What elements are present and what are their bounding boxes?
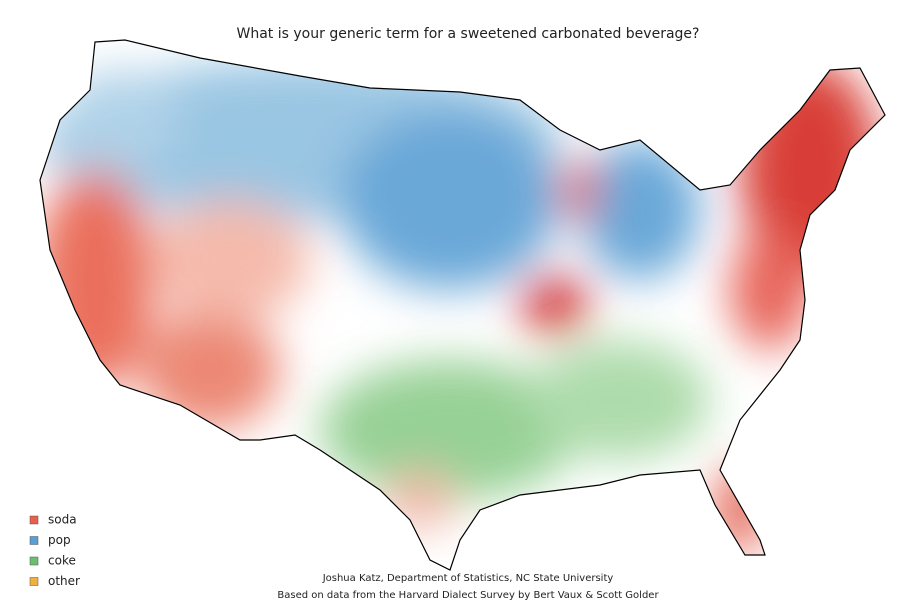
legend-swatch [29,515,39,525]
legend-swatch [29,536,39,545]
credit-line: Based on data from the Harvard Dialect S… [277,590,659,601]
legend-label: pop [48,533,71,547]
legend-swatch [29,577,39,586]
credit-line: Joshua Katz, Department of Statistics, N… [322,573,614,584]
legend-swatch [29,556,39,566]
legend-label: other [48,574,80,588]
legend: soda pop coke other [29,513,80,588]
legend-label: soda [48,513,77,527]
map-title: What is your generic term for a sweetene… [237,26,700,42]
legend-label: coke [48,554,76,568]
